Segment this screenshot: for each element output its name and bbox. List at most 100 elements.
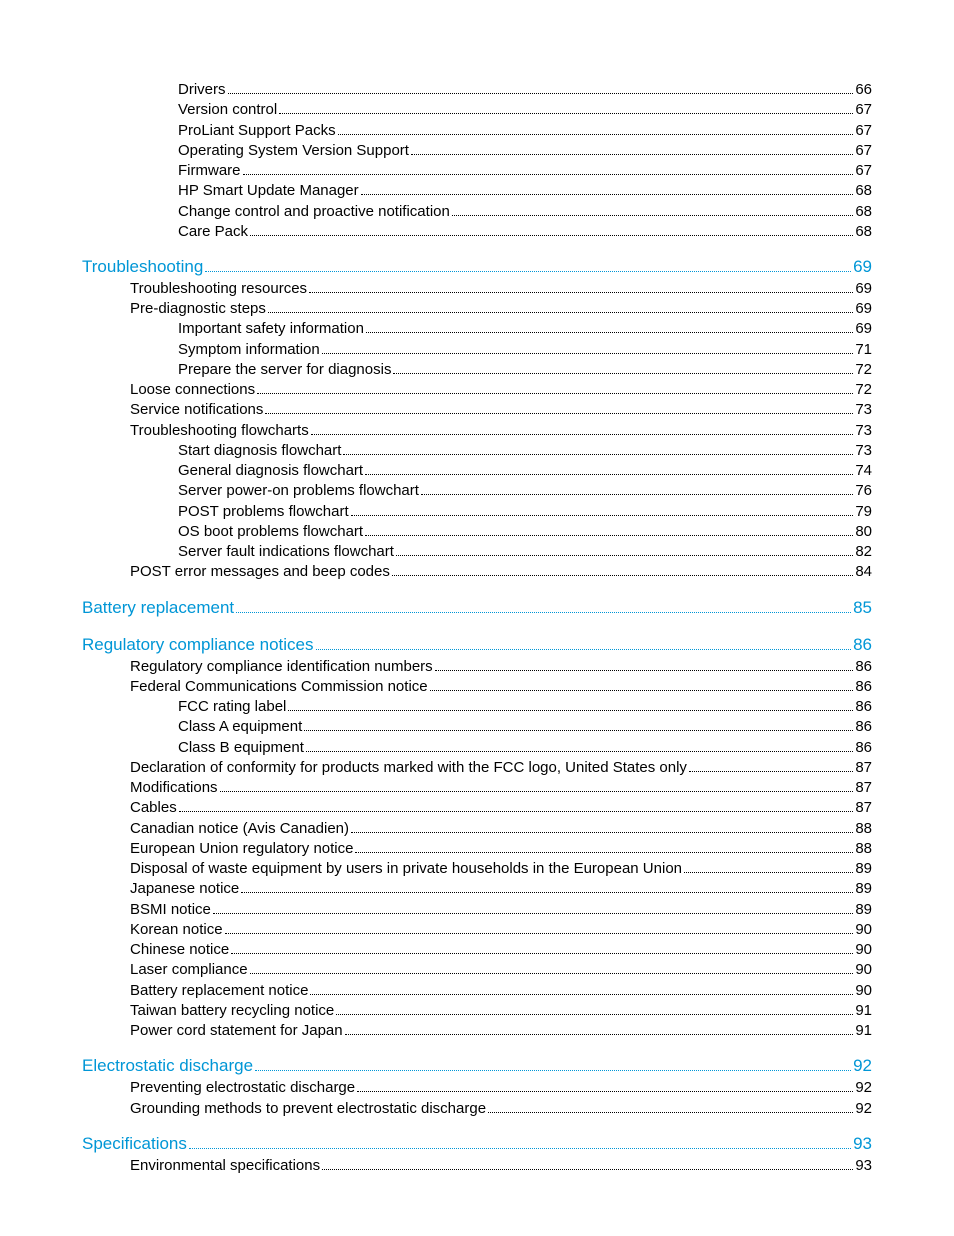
toc-entry-page: 89 bbox=[855, 859, 872, 879]
toc-entry-title: Japanese notice bbox=[130, 879, 239, 899]
toc-entry-row: FCC rating label86 bbox=[178, 697, 872, 717]
toc-leader bbox=[452, 203, 853, 216]
toc-entry-row: Disposal of waste equipment by users in … bbox=[130, 859, 872, 879]
toc-leader bbox=[236, 598, 851, 613]
toc-leader bbox=[421, 482, 853, 495]
toc-entry-page: 92 bbox=[853, 1055, 872, 1078]
toc-entry-page: 90 bbox=[855, 920, 872, 940]
toc-entry-row: POST problems flowchart 79 bbox=[178, 502, 872, 522]
toc-entry-title: Declaration of conformity for products m… bbox=[130, 758, 687, 778]
toc-entry-title: Regulatory compliance identification num… bbox=[130, 657, 433, 677]
toc-leader bbox=[279, 101, 853, 114]
toc-section-row[interactable]: Specifications 93 bbox=[82, 1133, 872, 1156]
toc-leader bbox=[255, 1057, 851, 1072]
toc-leader bbox=[351, 820, 853, 833]
toc-leader bbox=[220, 779, 854, 792]
toc-leader bbox=[366, 320, 853, 333]
toc-entry-title: Start diagnosis flowchart bbox=[178, 441, 341, 461]
toc-entry-title[interactable]: Battery replacement bbox=[82, 597, 234, 620]
toc-entry-page: 85 bbox=[853, 597, 872, 620]
toc-entry-page: 72 bbox=[855, 380, 872, 400]
toc-entry-title: Firmware bbox=[178, 161, 241, 181]
toc-entry-page: 68 bbox=[855, 181, 872, 201]
toc-entry-row: Version control67 bbox=[178, 100, 872, 120]
toc-entry-title: Federal Communications Commission notice bbox=[130, 677, 428, 697]
toc-section-row[interactable]: Troubleshooting69 bbox=[82, 256, 872, 279]
toc-entry-title: Important safety information bbox=[178, 319, 364, 339]
toc-entry-title: HP Smart Update Manager bbox=[178, 181, 359, 201]
toc-entry-page: 87 bbox=[855, 758, 872, 778]
toc-entry-page: 86 bbox=[855, 697, 872, 717]
toc-entry-row: Laser compliance90 bbox=[130, 960, 872, 980]
toc-entry-page: 67 bbox=[855, 121, 872, 141]
toc-entry-page: 86 bbox=[855, 717, 872, 737]
toc-section-row[interactable]: Battery replacement 85 bbox=[82, 597, 872, 620]
toc-entry-title: European Union regulatory notice bbox=[130, 839, 353, 859]
toc-leader bbox=[250, 223, 853, 236]
toc-entry-page: 73 bbox=[855, 441, 872, 461]
toc-entry-row: Start diagnosis flowchart 73 bbox=[178, 441, 872, 461]
toc-entry-row: Grounding methods to prevent electrostat… bbox=[130, 1099, 872, 1119]
toc-entry-page: 88 bbox=[855, 839, 872, 859]
toc-entry-row: Taiwan battery recycling notice91 bbox=[130, 1001, 872, 1021]
toc-leader bbox=[213, 901, 853, 914]
toc-entry-row: Pre-diagnostic steps69 bbox=[130, 299, 872, 319]
toc-entry-title: Power cord statement for Japan bbox=[130, 1021, 343, 1041]
toc-entry-title: Loose connections bbox=[130, 380, 255, 400]
toc-leader bbox=[322, 1157, 853, 1170]
toc-entry-title: Server fault indications flowchart bbox=[178, 542, 394, 562]
toc-entry-title: POST error messages and beep codes bbox=[130, 562, 390, 582]
toc-entry-page: 92 bbox=[855, 1078, 872, 1098]
toc-entry-title: POST problems flowchart bbox=[178, 502, 349, 522]
toc-leader bbox=[355, 840, 853, 853]
toc-leader bbox=[225, 921, 854, 934]
toc-entry-page: 87 bbox=[855, 778, 872, 798]
toc-entry-title: Cables bbox=[130, 798, 177, 818]
toc-entry-title: Chinese notice bbox=[130, 940, 229, 960]
toc-entry-page: 87 bbox=[855, 798, 872, 818]
toc-leader bbox=[336, 1002, 853, 1015]
toc-leader bbox=[343, 442, 853, 455]
toc-leader bbox=[689, 759, 853, 772]
toc-entry-row: Cables 87 bbox=[130, 798, 872, 818]
toc-leader bbox=[288, 698, 853, 711]
toc-entry-page: 91 bbox=[855, 1001, 872, 1021]
toc-entry-row: European Union regulatory notice 88 bbox=[130, 839, 872, 859]
toc-entry-row: Japanese notice 89 bbox=[130, 879, 872, 899]
toc-section-row[interactable]: Regulatory compliance notices86 bbox=[82, 634, 872, 657]
toc-entry-title: Prepare the server for diagnosis bbox=[178, 360, 391, 380]
toc-entry-page: 73 bbox=[855, 400, 872, 420]
toc-leader bbox=[310, 982, 853, 995]
toc-entry-row: Server fault indications flowchart82 bbox=[178, 542, 872, 562]
toc-entry-row: Power cord statement for Japan91 bbox=[130, 1021, 872, 1041]
toc-entry-page: 67 bbox=[855, 100, 872, 120]
toc-entry-title[interactable]: Regulatory compliance notices bbox=[82, 634, 314, 657]
toc-entry-row: Troubleshooting resources69 bbox=[130, 279, 872, 299]
toc-entry-title: Service notifications bbox=[130, 400, 263, 420]
toc-leader bbox=[316, 635, 852, 650]
toc-leader bbox=[306, 739, 853, 752]
toc-leader bbox=[345, 1022, 854, 1035]
toc-leader bbox=[411, 142, 853, 155]
toc-entry-title[interactable]: Specifications bbox=[82, 1133, 187, 1156]
toc-entry-page: 93 bbox=[853, 1133, 872, 1156]
toc-entry-page: 73 bbox=[855, 421, 872, 441]
toc-entry-page: 79 bbox=[855, 502, 872, 522]
toc-leader bbox=[189, 1134, 851, 1149]
toc-entry-row: Firmware67 bbox=[178, 161, 872, 181]
toc-entry-title: Grounding methods to prevent electrostat… bbox=[130, 1099, 486, 1119]
toc-entry-title: Battery replacement notice bbox=[130, 981, 308, 1001]
toc-entry-row: HP Smart Update Manager 68 bbox=[178, 181, 872, 201]
toc-entry-title: Troubleshooting resources bbox=[130, 279, 307, 299]
toc-entry-title: Operating System Version Support bbox=[178, 141, 409, 161]
toc-leader bbox=[357, 1079, 853, 1092]
toc-section-row[interactable]: Electrostatic discharge 92 bbox=[82, 1055, 872, 1078]
toc-entry-title[interactable]: Electrostatic discharge bbox=[82, 1055, 253, 1078]
toc-entry-title: Canadian notice (Avis Canadien) bbox=[130, 819, 349, 839]
toc-entry-title: Change control and proactive notificatio… bbox=[178, 202, 450, 222]
toc-entry-row: General diagnosis flowchart74 bbox=[178, 461, 872, 481]
toc-entry-page: 89 bbox=[855, 879, 872, 899]
toc-leader bbox=[268, 300, 853, 313]
toc-entry-title: OS boot problems flowchart bbox=[178, 522, 363, 542]
toc-entry-title[interactable]: Troubleshooting bbox=[82, 256, 203, 279]
